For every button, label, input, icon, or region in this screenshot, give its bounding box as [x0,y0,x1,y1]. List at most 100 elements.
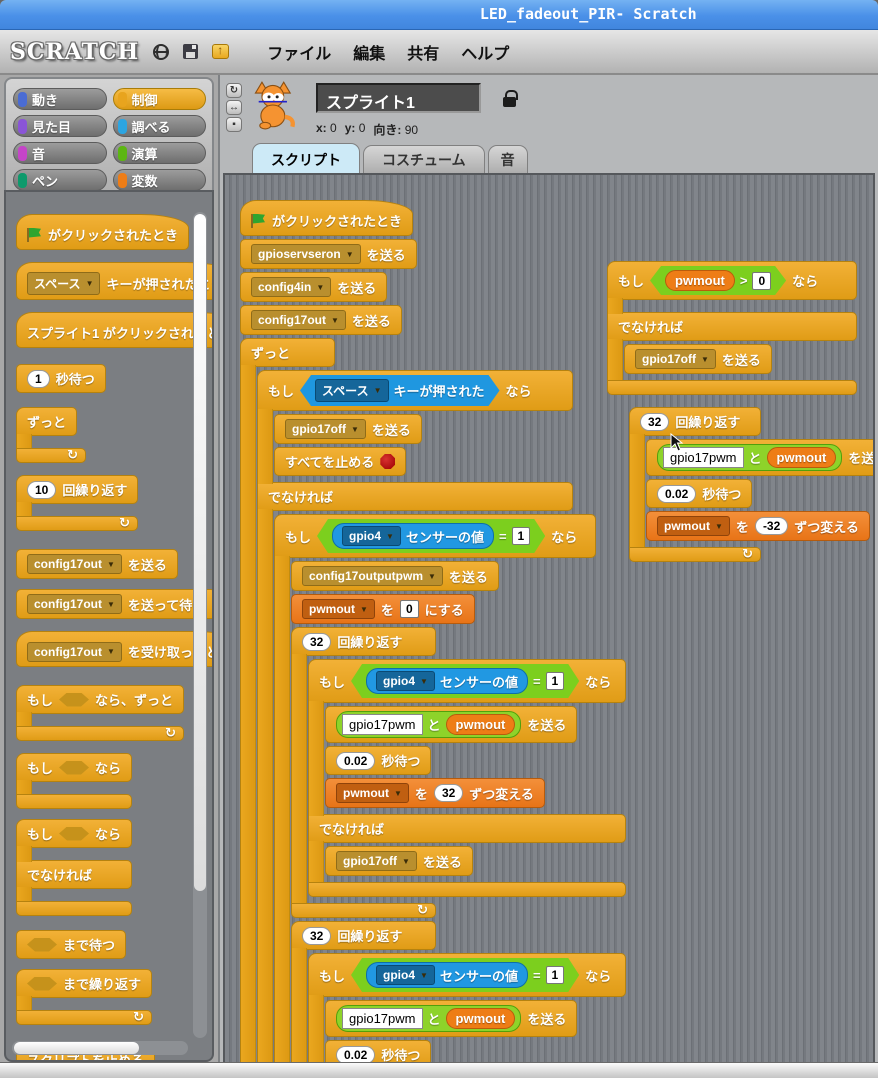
value-input[interactable]: 0 [399,600,419,618]
broadcast-block[interactable]: config17out ▼ を送る [16,549,178,579]
number-input[interactable]: 32 [640,412,670,431]
rotate-style-icon[interactable]: ↻ [226,83,242,98]
forever-block[interactable]: ずっと ↻ [16,407,86,463]
category-variables[interactable]: 変数 [112,169,206,191]
lock-icon[interactable] [503,90,518,107]
category-motion[interactable]: 動き [13,88,107,110]
if-block[interactable]: もし gpio4 ▼ センサーの値 = 1 なら config17outputpwm ▼ を送る p… [274,514,626,1062]
wait-secs-block[interactable]: 0.02 秒待つ [325,746,432,775]
dropdown[interactable]: pwmout ▼ [657,516,730,536]
sprite-thumbnail[interactable] [250,79,300,136]
value-input[interactable]: 0 [752,272,771,290]
text-input[interactable]: gpio17pwm [342,1008,423,1029]
scrollbar-thumb[interactable] [194,214,206,892]
palette-horizontal-scrollbar[interactable] [12,1041,188,1055]
broadcast-block[interactable]: gpio17off ▼ を送る [274,414,422,444]
value-input[interactable]: 1 [546,966,565,984]
dropdown[interactable]: gpio4 ▼ [342,526,401,546]
repeat-block[interactable]: 32 回繰り返す もし gpio4 ▼ センサーの値 = 1 なら gpio17pwm と pwmou… [291,627,626,918]
script-canvas[interactable]: がクリックされたとき gpioservseron ▼ を送る config4in ▼ を送る… [223,173,875,1062]
dropdown[interactable]: pwmout ▼ [336,783,409,803]
scrollbar-thumb[interactable] [14,1042,139,1054]
if-else-block[interactable]: もし gpio4 ▼ センサーの値 = 1 なら gpio17pwm と pwmout を送る 0.0… [308,953,626,1062]
dropdown[interactable]: gpio17off ▼ [285,419,366,439]
dropdown[interactable]: config17out ▼ [251,310,346,330]
sprite-name-field[interactable]: スプライト1 [316,83,481,113]
repeat-block[interactable]: 32 回繰り返す もし gpio4 ▼ センサーの値 = 1 なら gpio17pwm と pwmou… [291,921,626,1062]
text-input[interactable]: gpio17pwm [663,447,744,468]
text-input[interactable]: gpio17pwm [342,714,423,735]
palette-vertical-scrollbar[interactable] [193,212,207,1038]
if-else-block[interactable]: もし pwmout >0 なら でなければ gpio17off ▼ を送る [607,261,857,395]
broadcast-join-block[interactable]: gpio17pwm と pwmout を送る [646,439,873,476]
when-receive-block[interactable]: config17out ▼ を受け取ったとき [16,631,212,667]
dropdown[interactable]: スペース ▼ [315,379,388,402]
value-input[interactable]: 1 [546,672,565,690]
category-control[interactable]: 制御 [112,88,206,110]
script-stack[interactable]: もし pwmout >0 なら でなければ gpio17off ▼ を送る [607,261,857,398]
dropdown[interactable]: pwmout ▼ [302,599,375,619]
menu-share[interactable]: 共有 [407,45,440,63]
dropdown[interactable]: config17out ▼ [27,554,122,574]
dropdown[interactable]: config4in ▼ [251,277,332,297]
if-else-block[interactable]: もし なら でなければ [16,819,133,916]
category-looks[interactable]: 見た目 [13,115,107,137]
share-icon[interactable] [212,43,230,59]
change-variable-block[interactable]: pwmout ▼ を 32 ずつ変える [325,778,545,808]
forever-if-block[interactable]: もし なら、ずっと ↻ [16,685,185,741]
broadcast-block[interactable]: config17outputpwm ▼ を送る [291,561,499,591]
number-input[interactable]: 0.02 [657,484,697,503]
when-green-flag-clicked-block[interactable]: がクリックされたとき [240,200,414,236]
broadcast-block[interactable]: gpioservseron ▼ を送る [240,239,417,269]
if-else-block[interactable]: もし gpio4 ▼ センサーの値 = 1 なら gpio17pwm と pwmout を送る 0.0… [308,659,626,897]
dropdown[interactable]: gpio4 ▼ [376,671,435,691]
dropdown[interactable]: gpio4 ▼ [376,965,435,985]
number-input[interactable]: 32 [433,784,464,802]
tab-costumes[interactable]: コスチューム [363,145,485,173]
dropdown[interactable]: gpio17off ▼ [635,349,716,369]
broadcast-and-wait-block[interactable]: config17out ▼ を送って待つ [16,589,212,619]
title-bar[interactable]: LED_fadeout_PIR- Scratch [0,0,878,30]
save-icon[interactable] [183,44,199,59]
repeat-block[interactable]: 10 回繰り返す ↻ [16,475,139,531]
value-input[interactable]: 1 [512,527,531,545]
wait-secs-block[interactable]: 0.02 秒待つ [646,479,753,508]
change-variable-block[interactable]: pwmout ▼ を -32 ずつ変える [646,511,870,541]
no-rotate-style-icon[interactable]: ▪ [226,117,242,132]
script-stack[interactable]: がクリックされたとき gpioservseron ▼ を送る config4in ▼ を送る… [240,200,626,1062]
category-pen[interactable]: ペン [13,169,107,191]
category-sensing[interactable]: 調べる [112,115,206,137]
language-globe-icon[interactable] [153,43,170,60]
when-sprite-clicked-block[interactable]: スプライト1 がクリックされたとき [16,312,212,348]
number-input[interactable]: 0.02 [336,1045,376,1062]
dropdown[interactable]: config17out ▼ [27,641,122,662]
wait-until-block[interactable]: まで待つ [16,930,127,959]
number-input[interactable]: 0.02 [336,751,376,770]
broadcast-block[interactable]: config4in ▼ を送る [240,272,388,302]
when-key-pressed-block[interactable]: スペース ▼ キーが押されたとき [16,262,212,300]
number-input[interactable]: 32 [302,926,332,945]
dropdown[interactable]: config17outputpwm ▼ [302,566,443,586]
stop-all-block[interactable]: すべてを止める [274,447,407,476]
script-stack[interactable]: 32 回繰り返す gpio17pwm と pwmout を送る 0.02 秒待つ pwmout ▼… [629,407,873,565]
flip-style-icon[interactable]: ↔ [226,100,242,115]
broadcast-block[interactable]: config17out ▼ を送る [240,305,402,335]
menu-help[interactable]: ヘルプ [461,45,510,63]
repeat-block[interactable]: 32 回繰り返す gpio17pwm と pwmout を送る 0.02 秒待つ pwmout ▼… [629,407,873,562]
broadcast-block[interactable]: gpio17off ▼ を送る [624,344,772,374]
tab-sounds[interactable]: 音 [487,145,528,173]
broadcast-join-block[interactable]: gpio17pwm と pwmout を送る [325,706,578,743]
number-input[interactable]: 1 [27,369,50,388]
menu-edit[interactable]: 編集 [353,45,386,63]
wait-secs-block[interactable]: 1 秒待つ [16,364,106,393]
number-input[interactable]: -32 [754,517,789,535]
wait-secs-block[interactable]: 0.02 秒待つ [325,1040,432,1062]
dropdown[interactable]: gpio17off ▼ [336,851,417,871]
category-operators[interactable]: 演算 [112,142,206,164]
broadcast-block[interactable]: gpio17off ▼ を送る [325,846,473,876]
forever-block[interactable]: ずっと もし スペース ▼ キーが押された なら gpio17off ▼ を送る すべてを止めるで… [240,338,626,1062]
broadcast-join-block[interactable]: gpio17pwm と pwmout を送る [325,1000,578,1037]
category-sound[interactable]: 音 [13,142,107,164]
if-else-block[interactable]: もし スペース ▼ キーが押された なら gpio17off ▼ を送る すべてを止める でなけれ… [257,370,626,1062]
dropdown[interactable]: スペース ▼ [27,272,101,295]
